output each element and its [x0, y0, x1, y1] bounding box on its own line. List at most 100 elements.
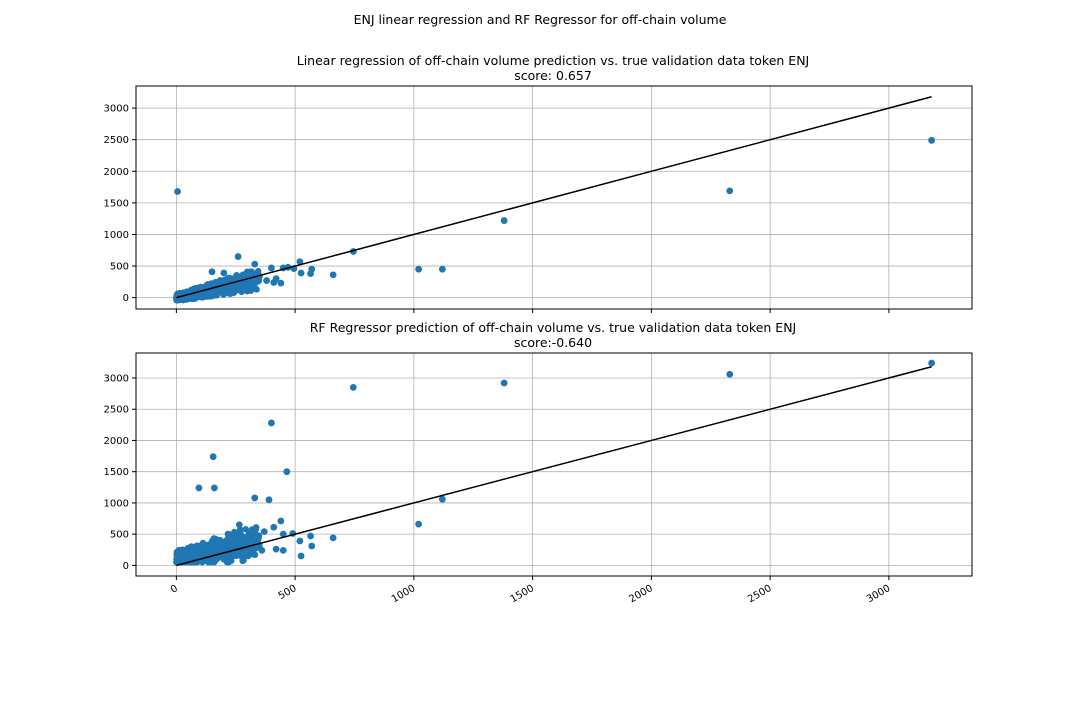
chart-bottom-xtick-label-4: 2000	[627, 583, 655, 605]
chart-bottom-cluster-point	[229, 553, 236, 560]
chart-bottom-point-13	[235, 521, 243, 529]
chart-bottom-ytick-label-2: 1000	[104, 498, 129, 509]
chart-bottom-point-16	[279, 530, 287, 538]
chart-top-point-11	[329, 271, 337, 279]
chart-bottom-frame	[135, 352, 973, 577]
chart-bottom-point-2	[726, 370, 734, 378]
chart-top-cluster-point	[220, 277, 228, 284]
chart-top-cluster-point	[205, 282, 212, 290]
chart-top-point-18	[263, 277, 271, 284]
chart-bottom-point-27	[251, 528, 259, 536]
chart-bottom-cluster-point	[173, 548, 181, 556]
chart-bottom-cluster-point	[201, 542, 208, 549]
chart-bottom-ytick-label-0: 0	[123, 561, 129, 572]
chart-top-point-21	[272, 275, 280, 283]
chart-bottom-cluster-point	[240, 535, 248, 542]
chart-top-title: Linear regression of off-chain volume pr…	[297, 53, 809, 68]
chart-bottom-point-1	[500, 379, 508, 387]
chart-bottom-point-10	[265, 496, 273, 504]
chart-top: Linear regression of off-chain volume pr…	[104, 53, 973, 313]
chart-top-point-7	[296, 258, 304, 266]
chart-top-cluster-point	[240, 284, 247, 292]
chart-top-point-17	[928, 136, 936, 144]
chart-bottom-regression-line	[176, 366, 932, 567]
chart-bottom-ytick-label-4: 2000	[104, 436, 129, 447]
chart-bottom-point-29	[260, 528, 268, 536]
chart-top-point-13	[415, 265, 423, 273]
chart-top-cluster-point	[233, 282, 240, 289]
chart-top-point-0	[174, 188, 181, 195]
chart-bottom-point-20	[307, 532, 314, 540]
chart-bottom: RF Regressor prediction of off-chain vol…	[104, 320, 973, 605]
chart-bottom-grid	[136, 353, 972, 576]
chart-top-point-8	[297, 269, 305, 277]
chart-top-regression-line	[176, 96, 932, 299]
chart-bottom-point-4	[267, 419, 275, 427]
chart-top-frame	[135, 85, 973, 310]
chart-bottom-cluster-point	[220, 544, 227, 551]
chart-bottom-cluster-point	[233, 531, 241, 538]
chart-bottom-cluster-point	[186, 554, 193, 562]
chart-top-cluster-point	[228, 275, 235, 282]
chart-bottom-xtick-label-6: 3000	[865, 583, 893, 605]
chart-bottom-cluster-point	[225, 535, 232, 542]
figure-suptitle: ENJ linear regression and RF Regressor f…	[354, 12, 727, 27]
chart-bottom-point-23	[272, 545, 280, 553]
chart-top-points	[173, 136, 936, 304]
chart-bottom-point-0	[349, 383, 357, 391]
chart-bottom-cluster-point	[209, 545, 216, 552]
chart-bottom-point-8	[210, 484, 218, 492]
chart-bottom-xtick-label-3: 1500	[509, 583, 537, 605]
chart-top-cluster-point	[234, 274, 241, 282]
chart-top-score: score: 0.657	[514, 68, 592, 83]
chart-top-ytick-label-6: 3000	[104, 104, 129, 115]
chart-bottom-ytick-label-3: 1500	[104, 467, 129, 478]
chart-bottom-cluster-point	[242, 526, 249, 533]
chart-bottom-point-19	[297, 552, 305, 560]
chart-top-point-10	[308, 265, 316, 273]
chart-top-ytick-label-4: 2000	[104, 167, 129, 178]
chart-top-ytick-label-0: 0	[123, 293, 129, 304]
chart-bottom-cluster-point	[216, 536, 224, 544]
chart-top-ytick-label-1: 500	[110, 262, 129, 273]
chart-top-ytick-label-5: 2500	[104, 135, 129, 146]
chart-bottom-point-6	[283, 468, 291, 476]
chart-bottom-cluster-point	[220, 555, 227, 563]
chart-bottom-point-12	[415, 520, 423, 528]
chart-bottom-cluster-point	[174, 556, 181, 563]
chart-bottom-xtick-label-5: 2500	[746, 583, 774, 605]
chart-top-point-24	[239, 271, 247, 279]
chart-top-point-26	[220, 269, 228, 277]
chart-top-fit-line	[176, 96, 932, 299]
chart-bottom-point-21	[308, 542, 316, 550]
chart-bottom-points	[173, 359, 936, 566]
chart-bottom-xtick-label-2: 1000	[390, 583, 418, 605]
chart-top-cluster-point	[246, 282, 253, 289]
chart-top-cluster-point	[253, 278, 261, 285]
chart-top-cluster-point	[226, 290, 234, 298]
chart-top-point-3	[267, 264, 275, 272]
chart-top-point-1	[234, 253, 242, 260]
chart-bottom-cluster-point	[230, 539, 237, 546]
chart-top-point-15	[500, 217, 508, 224]
chart-bottom-title: RF Regressor prediction of off-chain vol…	[310, 320, 797, 335]
chart-bottom-cluster-point	[240, 557, 247, 564]
chart-bottom-xtick-label-1: 500	[277, 583, 299, 602]
chart-bottom-xtick-label-0: 0	[169, 583, 180, 596]
chart-bottom-point-25	[258, 546, 266, 554]
chart-top-cluster-point	[209, 289, 216, 296]
chart-bottom-cluster-point	[180, 552, 188, 559]
chart-bottom-ytick-label-6: 3000	[104, 373, 129, 384]
chart-top-cluster-point	[201, 290, 208, 297]
chart-top-grid	[136, 86, 972, 309]
chart-bottom-point-26	[244, 549, 252, 557]
chart-bottom-point-5	[209, 453, 217, 461]
chart-bottom-cluster-point	[208, 538, 216, 545]
chart-bottom-point-7	[195, 484, 203, 492]
chart-bottom-cluster-point	[255, 533, 263, 541]
chart-bottom-point-24	[279, 546, 287, 554]
chart-bottom-ytick-label-5: 2500	[104, 405, 129, 416]
chart-bottom-cluster-point	[201, 549, 208, 557]
chart-bottom-point-9	[251, 494, 259, 502]
